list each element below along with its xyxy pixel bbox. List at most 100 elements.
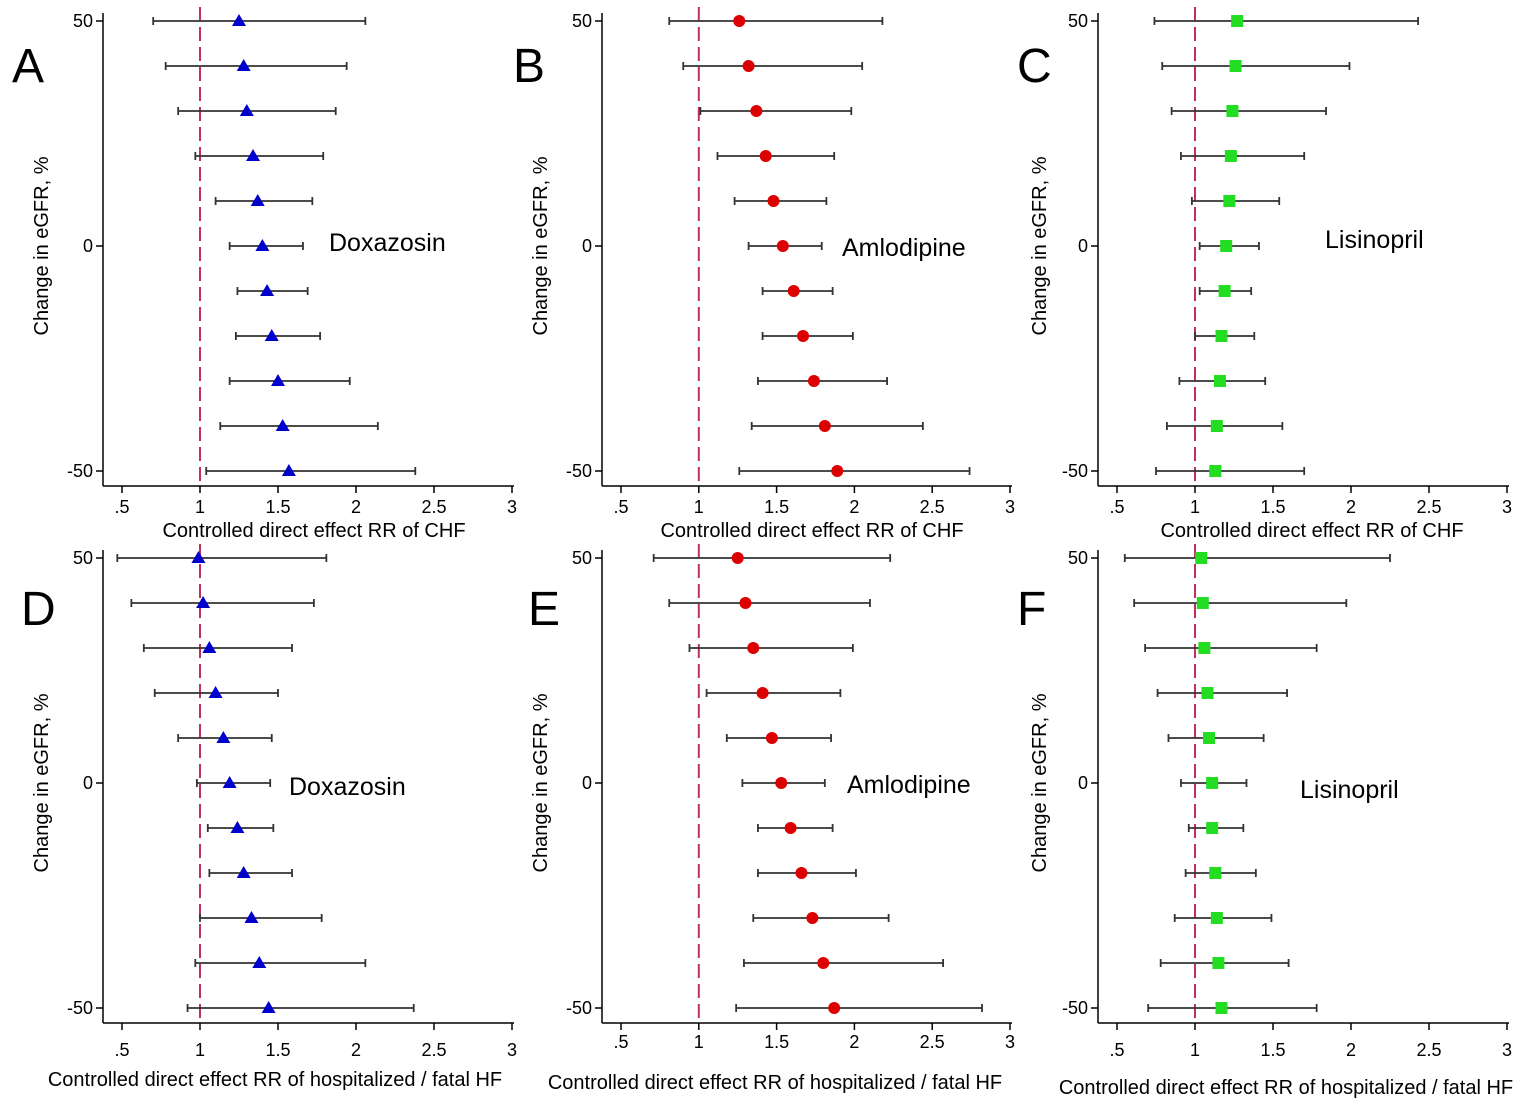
point-marker-square	[1206, 822, 1219, 834]
x-tick-label: 2.5	[920, 1032, 945, 1052]
x-tick-label: 2	[351, 497, 361, 517]
point-marker-square	[1229, 60, 1242, 72]
y-tick-label: -50	[67, 998, 93, 1018]
point-marker-triangle	[202, 641, 217, 653]
point-marker-circle	[818, 420, 831, 432]
x-axis-title: Controlled direct effect RR of hospitali…	[48, 1069, 502, 1091]
panel-letter: D	[21, 583, 56, 636]
drug-label: Doxazosin	[329, 229, 446, 257]
panel-letter: F	[1017, 583, 1046, 636]
x-tick-label: 3	[1502, 1040, 1512, 1060]
point-marker-circle	[828, 1002, 841, 1014]
point-marker-square	[1215, 330, 1228, 342]
point-marker-square	[1206, 777, 1219, 789]
point-marker-triangle	[239, 104, 254, 116]
point-marker-triangle	[275, 419, 290, 431]
point-marker-circle	[807, 375, 820, 387]
panel-b: 50 0 -50 .5 1 1.5 2 2.5 3 Change in eGFR, % Contro…	[513, 7, 1015, 542]
x-tick-label: .5	[114, 497, 129, 517]
x-axis-title: Controlled direct effect RR of CHF	[660, 520, 963, 542]
x-tick-label: 1	[694, 497, 704, 517]
point-marker-triangle	[216, 731, 231, 743]
y-tick-label: 0	[83, 773, 93, 793]
point-marker-triangle	[232, 14, 246, 26]
point-marker-circle	[797, 330, 810, 342]
x-tick-label: 3	[507, 1040, 517, 1060]
point-marker-triangle	[236, 59, 251, 71]
x-tick-label: .5	[613, 497, 628, 517]
drug-label: Lisinopril	[1325, 226, 1424, 254]
point-marker-triangle	[281, 464, 296, 476]
x-tick-label: 1.5	[764, 1032, 789, 1052]
point-marker-square	[1210, 420, 1223, 432]
point-marker-circle	[750, 105, 763, 117]
y-tick-label: 0	[582, 773, 592, 793]
y-tick-label: -50	[566, 998, 592, 1018]
point-marker-square	[1196, 597, 1209, 609]
x-tick-label: 1	[694, 1032, 704, 1052]
y-axis-title: Change in eGFR, %	[1029, 693, 1051, 872]
y-tick-label: 50	[73, 548, 93, 568]
panel-e: 50 0 -50 .5 1 1.5 2 2.5 3 Change in eGFR, % Contro…	[528, 544, 1015, 1094]
x-tick-label: 3	[507, 497, 517, 517]
x-tick-label: 1.5	[265, 497, 290, 517]
y-tick-label: -50	[67, 461, 93, 481]
y-tick-label: 0	[1078, 773, 1088, 793]
panel-d: 50 0 -50 .5 1 1.5 2 2.5 3 Change in eGFR, % Contro…	[21, 544, 517, 1091]
point-marker-square	[1209, 465, 1222, 477]
y-tick-label: 0	[83, 236, 93, 256]
x-tick-label: 2	[1346, 1040, 1356, 1060]
x-tick-label: 2.5	[920, 497, 945, 517]
y-tick-label: 0	[582, 236, 592, 256]
y-tick-label: 50	[73, 11, 93, 31]
panel-a: 50 0 -50 .5 1 1.5 2 2.5 3 Change in eGFR, % Contro…	[12, 7, 517, 542]
drug-label: Lisinopril	[1300, 776, 1399, 804]
point-marker-square	[1223, 195, 1236, 207]
point-marker-square	[1209, 867, 1222, 879]
point-marker-circle	[765, 732, 778, 744]
panel-letter: E	[528, 583, 560, 636]
point-marker-square	[1215, 1002, 1228, 1014]
y-axis-title: Change in eGFR, %	[530, 693, 552, 872]
point-marker-circle	[747, 642, 760, 654]
point-marker-circle	[733, 15, 746, 27]
x-tick-label: 2.5	[1416, 1040, 1441, 1060]
panel-letter: B	[513, 40, 545, 93]
x-tick-label: 3	[1005, 1032, 1015, 1052]
x-tick-label: 1.5	[265, 1040, 290, 1060]
point-marker-circle	[739, 597, 752, 609]
drug-label: Amlodipine	[847, 771, 971, 799]
point-marker-square	[1203, 732, 1216, 744]
y-tick-label: 50	[1068, 11, 1088, 31]
point-marker-circle	[775, 777, 788, 789]
point-marker-square	[1198, 642, 1211, 654]
drug-label: Doxazosin	[289, 773, 406, 801]
x-tick-label: 2.5	[421, 1040, 446, 1060]
point-marker-circle	[795, 867, 808, 879]
x-tick-label: .5	[1109, 1040, 1124, 1060]
y-axis-title: Change in eGFR, %	[31, 156, 53, 335]
x-tick-label: 2	[849, 497, 859, 517]
y-tick-label: 50	[1068, 548, 1088, 568]
panel-f: 50 0 -50 .5 1 1.5 2 2.5 3 Change in eGFR, % Contro…	[1017, 544, 1513, 1099]
x-tick-label: .5	[613, 1032, 628, 1052]
point-marker-circle	[784, 822, 797, 834]
x-tick-label: 2	[1346, 497, 1356, 517]
point-marker-square	[1201, 687, 1214, 699]
x-tick-label: 1	[195, 497, 205, 517]
point-marker-square	[1220, 240, 1233, 252]
y-axis-title: Change in eGFR, %	[31, 693, 53, 872]
point-marker-square	[1218, 285, 1231, 297]
point-marker-circle	[742, 60, 755, 72]
point-marker-square	[1213, 375, 1226, 387]
point-marker-triangle	[222, 776, 237, 788]
x-tick-label: 1	[195, 1040, 205, 1060]
point-marker-circle	[756, 687, 769, 699]
x-tick-label: 2.5	[1416, 497, 1441, 517]
y-tick-label: -50	[566, 461, 592, 481]
point-marker-triangle	[208, 686, 223, 698]
point-marker-circle	[787, 285, 800, 297]
point-marker-triangle	[244, 911, 259, 923]
point-marker-triangle	[230, 821, 245, 833]
point-marker-square	[1210, 912, 1223, 924]
